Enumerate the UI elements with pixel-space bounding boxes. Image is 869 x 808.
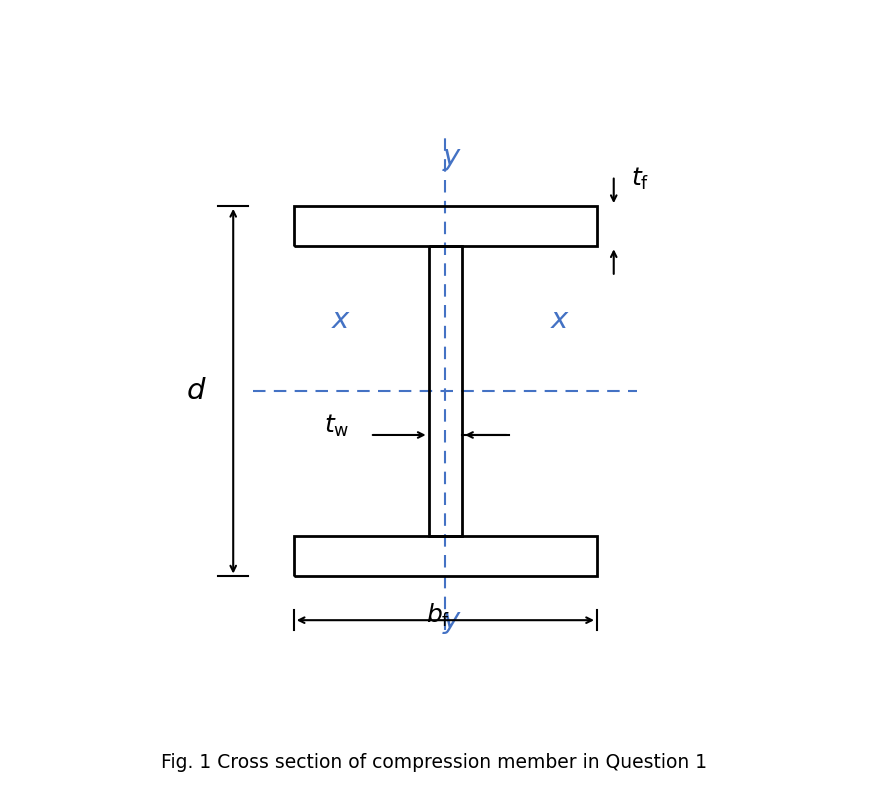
Text: $y$: $y$: [442, 145, 462, 173]
Text: $t_\mathrm{f}$: $t_\mathrm{f}$: [631, 166, 649, 192]
Text: $t_\mathrm{w}$: $t_\mathrm{w}$: [324, 412, 349, 439]
Text: $b_\mathrm{f}$: $b_\mathrm{f}$: [427, 602, 451, 629]
Text: $x$: $x$: [550, 306, 570, 335]
Text: Fig. 1 Cross section of compression member in Question 1: Fig. 1 Cross section of compression memb…: [162, 752, 707, 772]
Text: $y$: $y$: [442, 608, 462, 636]
Text: $x$: $x$: [331, 306, 351, 335]
Text: $d$: $d$: [186, 377, 207, 405]
